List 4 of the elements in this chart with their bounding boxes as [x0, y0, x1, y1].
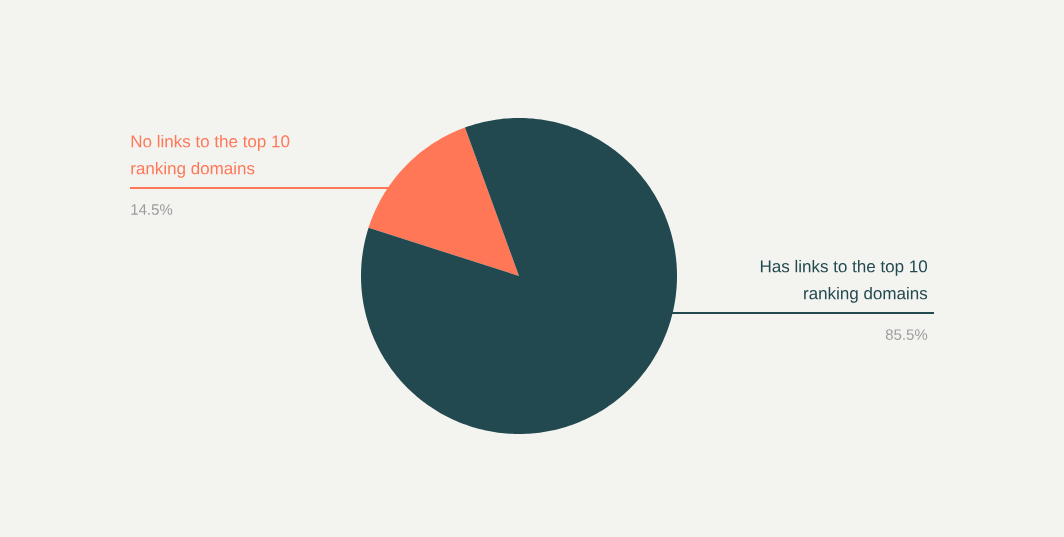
slice-label: No links to the top 10 ranking domains	[131, 134, 290, 178]
data-label: 85.5%	[885, 329, 928, 340]
data-label: 14.5%	[131, 204, 173, 215]
slice-label: Has links to the top 10 ranking domains	[760, 259, 928, 303]
